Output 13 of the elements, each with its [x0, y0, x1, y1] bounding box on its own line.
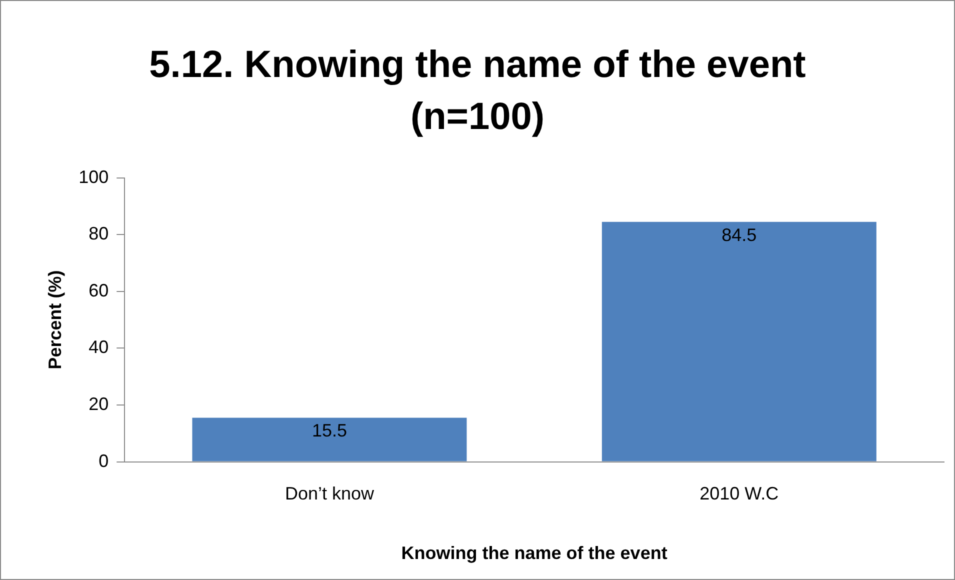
data-label: 84.5 — [722, 224, 757, 245]
y-tick-label: 20 — [88, 394, 109, 414]
chart-title: 5.12. Knowing the name of the event (n=100) — [148, 43, 807, 140]
y-tick-label: 80 — [88, 224, 109, 244]
x-tick-label: 2010 W.C — [700, 484, 779, 504]
y-tick-label: 60 — [88, 280, 109, 300]
y-axis-title: Percent (%) — [44, 270, 65, 370]
y-tick-label: 0 — [98, 450, 109, 471]
data-label: 15.5 — [312, 420, 347, 441]
y-tick-label: 100 — [78, 166, 109, 187]
y-tick-label: 40 — [88, 337, 109, 358]
x-tick-label: Don’t know — [284, 484, 375, 504]
x-axis-title: Knowing the name of the event — [401, 543, 668, 564]
